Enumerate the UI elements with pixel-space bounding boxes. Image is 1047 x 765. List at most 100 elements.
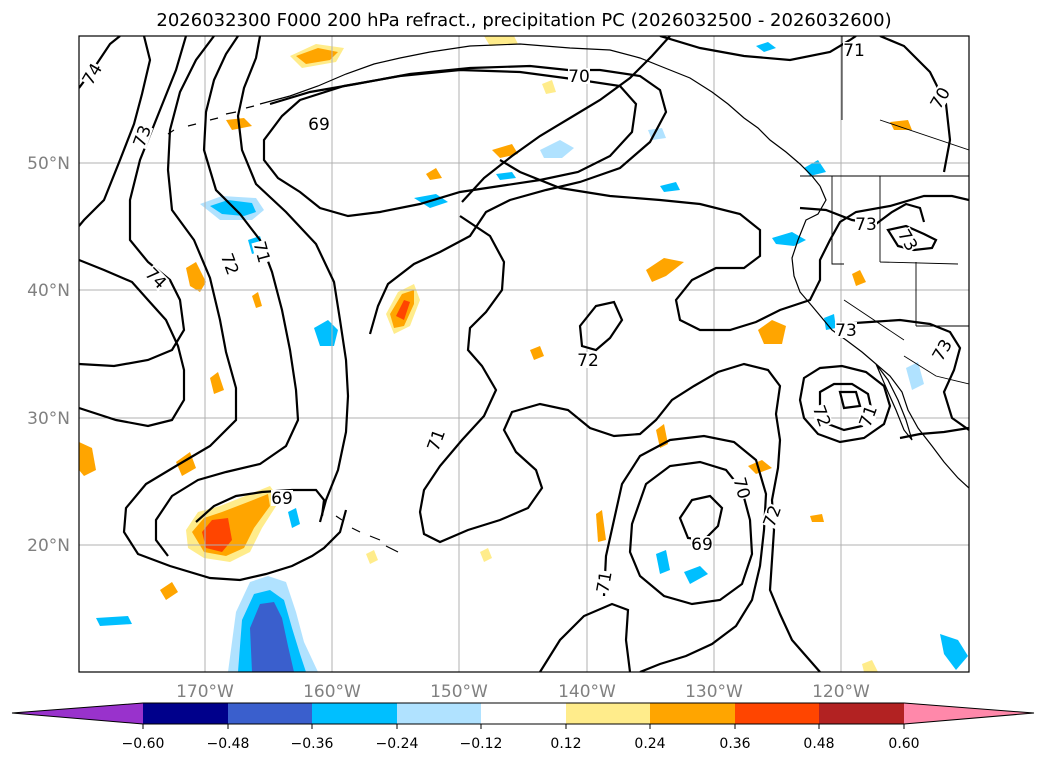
iso-71-west	[154, 36, 300, 557]
iso-70-se	[899, 426, 969, 440]
precip-pos-east-9	[890, 120, 912, 130]
contour-label-bg	[271, 490, 293, 506]
precip-neg-small-1	[496, 172, 516, 180]
iso-70-hawaii-east	[628, 460, 754, 606]
lat-label-50n: 50°N	[27, 154, 70, 174]
precip-pos-east-8	[426, 168, 442, 180]
precip-pos-east-15	[366, 550, 378, 564]
canada-lines	[841, 36, 969, 151]
contour-label: 69	[691, 535, 713, 555]
colorbar-tick-label: 0.12	[550, 736, 581, 752]
map-title: 2026032300 F000 200 hPa refract., precip…	[156, 10, 891, 31]
lon-label-150w: 150°W	[430, 682, 488, 702]
precip-neg-tropical-blob-dark	[250, 602, 294, 672]
baja-california	[875, 363, 913, 441]
precip-pos-east-18	[252, 292, 262, 308]
colorbar-swatches	[12, 703, 1034, 724]
contour-label-bg	[929, 336, 955, 364]
colorbar-tick-label: −0.24	[376, 736, 419, 752]
iso-70-east-inner	[838, 390, 862, 410]
lon-label-130w: 130°W	[685, 682, 743, 702]
precip-pos-east-13	[160, 582, 178, 600]
colorbar-tick-label: 0.24	[634, 736, 665, 752]
precip-pos-west-edge	[79, 442, 96, 476]
lon-label-140w: 140°W	[558, 682, 616, 702]
lon-label-170w: 170°W	[176, 682, 234, 702]
precip-pos-east-7	[492, 144, 518, 158]
colorbar-swatch	[143, 703, 228, 724]
contour-label: 73	[835, 321, 857, 341]
iso-72-west	[122, 36, 348, 582]
iso-72-loop	[578, 300, 624, 352]
iso-70-west	[236, 36, 350, 523]
contour-label-bg	[927, 84, 953, 112]
iso-73-east	[799, 202, 926, 226]
colorbar-tick-label: 0.60	[888, 736, 919, 752]
contour-label-bg	[79, 60, 105, 88]
contour-label: 69	[271, 489, 293, 509]
precip-pos-east-11	[810, 514, 824, 522]
precip-pos-east-6	[530, 346, 544, 360]
colorbar-swatch	[566, 703, 650, 724]
precip-neg-ak-3	[540, 140, 574, 158]
contour-label-bg	[895, 226, 921, 254]
colorbar-swatch	[397, 703, 481, 724]
precip-pos-east-10	[852, 270, 866, 286]
contour-label-bg	[568, 68, 590, 84]
precip-neg-small-7	[906, 362, 924, 390]
precip-pos-east-5	[596, 510, 606, 542]
contour-label-bg	[308, 116, 330, 132]
iso-72-center	[418, 215, 821, 672]
precip-pos-east-3	[748, 460, 772, 474]
colorbar-swatch	[650, 703, 735, 724]
contour-label: 72	[577, 351, 599, 371]
us-state-lines	[831, 176, 969, 341]
contour-label-bg	[594, 569, 614, 595]
precip-neg-small-4	[684, 566, 708, 584]
contour-label-bg	[251, 239, 273, 265]
contour-label-bg	[691, 536, 713, 552]
contour-label-bg	[835, 322, 857, 338]
contour-label-bg	[760, 502, 784, 530]
lat-label-20n: 20°N	[27, 536, 70, 556]
map-panel	[79, 36, 969, 672]
precip-pos-alaska-1-mid	[296, 48, 338, 64]
precip-pos-east-14	[480, 548, 492, 562]
colorbar-swatch	[904, 703, 1034, 724]
colorbar-swatch	[819, 703, 904, 724]
us-mexico-border	[903, 355, 969, 385]
iso-70-north	[269, 64, 668, 335]
alaska-coast	[259, 43, 821, 187]
contour-label: 70	[568, 67, 590, 87]
precip-pos-east-16	[542, 80, 556, 94]
contour-label-bg	[843, 42, 865, 58]
iso-71-south	[602, 434, 768, 672]
contour-label-bg	[577, 352, 599, 368]
iso-71-north	[659, 36, 857, 62]
iso-73-se	[839, 318, 969, 431]
colorbar-swatch	[12, 703, 143, 724]
hawaii-islands	[335, 515, 399, 553]
colorbar-tick-label: −0.12	[460, 736, 503, 752]
lat-label-40n: 40°N	[27, 281, 70, 301]
colorbar-swatch	[312, 703, 397, 724]
lon-label-120w: 120°W	[812, 682, 870, 702]
colorbar-tick-label: 0.48	[803, 736, 834, 752]
map-frame	[78, 35, 970, 673]
iso-73-west	[79, 36, 152, 227]
iso-74-west-lower	[79, 258, 186, 428]
precip-neg-small-5	[804, 160, 826, 176]
colorbar: −0.60 −0.48 −0.36 −0.24 −0.12 0.12 0.24 0.36 0.4…	[11, 702, 1035, 752]
contour-label-bg	[731, 475, 753, 501]
precip-pos-hawaii-west-dark	[202, 518, 232, 552]
iso-72-south	[539, 602, 632, 672]
colorbar-swatch	[481, 703, 566, 724]
precip-neg-small-2	[96, 616, 132, 626]
precip-neg-small-9	[288, 508, 300, 528]
colorbar-tick-label: 0.36	[719, 736, 750, 752]
contour-label: 71	[593, 570, 616, 595]
iso-73-center	[461, 36, 671, 203]
precip-neg-small-3	[656, 550, 670, 574]
latitude-labels: 50°N 40°N 30°N 20°N	[27, 154, 70, 556]
contour-label-bg	[142, 264, 170, 292]
